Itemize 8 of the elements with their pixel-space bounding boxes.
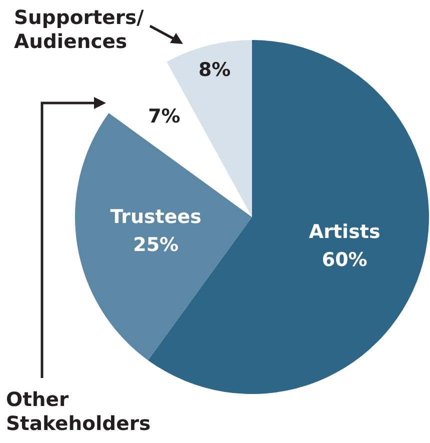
slice-label: Trustees [110,206,202,228]
data-label: 8% [198,59,231,82]
slice-label: Other Stakeholders [6,388,152,436]
data-label: 60% [322,249,368,272]
data-label: 7% [148,105,180,128]
data-label: 25% [133,234,179,256]
slice-label: Artists [308,221,380,244]
slice-label: Supporters/ Audiences [14,6,145,54]
